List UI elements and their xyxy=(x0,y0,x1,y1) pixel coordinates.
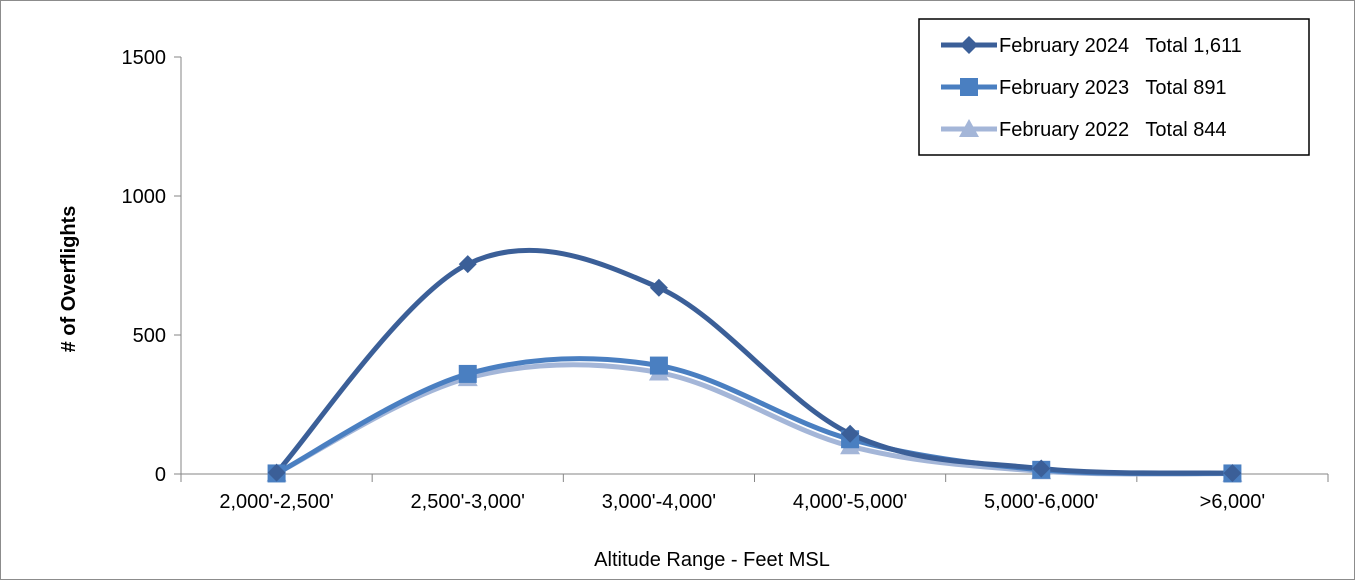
y-tick-label: 1500 xyxy=(122,47,167,69)
data-point-diamond xyxy=(841,424,860,443)
legend: February 2024 Total 1,611 February 2023 T… xyxy=(918,18,1310,156)
y-tick-label: 1000 xyxy=(122,186,167,208)
series-markers xyxy=(266,255,1243,483)
x-tick-label: >6,000' xyxy=(1200,491,1266,513)
legend-label: February 2023 Total 891 xyxy=(999,77,1227,99)
series-line-2 xyxy=(274,362,1235,477)
legend-label: February 2024 Total 1,611 xyxy=(999,35,1242,57)
data-point-diamond xyxy=(649,278,668,297)
series-line-1 xyxy=(274,356,1235,477)
y-tick-label: 0 xyxy=(155,464,166,486)
tick-labels: 0 500 1000 1500 2,000'-2,500' 2,500'-3,000' 3,… xyxy=(122,47,1266,513)
legend-label: February 2022 Total 844 xyxy=(999,119,1227,141)
series-lines xyxy=(274,247,1235,477)
x-tick-label: 4,000'-5,000' xyxy=(793,491,907,513)
y-tick-label: 500 xyxy=(133,325,166,347)
x-tick-label: 2,500'-3,000' xyxy=(411,491,525,513)
x-tick-label: 2,000'-2,500' xyxy=(219,491,333,513)
data-point-diamond xyxy=(1223,464,1242,483)
data-point-square xyxy=(458,364,477,383)
data-point-diamond xyxy=(1032,459,1051,478)
data-point-diamond xyxy=(267,463,286,482)
x-tick-label: 5,000'-6,000' xyxy=(984,491,1098,513)
data-point-square xyxy=(649,356,668,375)
y-axis-title: # of Overflights xyxy=(58,206,80,353)
legend-swatch-marker xyxy=(960,78,978,96)
x-axis-title: Altitude Range - Feet MSL xyxy=(594,549,830,571)
data-point-diamond xyxy=(458,255,477,274)
legend-swatch-marker xyxy=(960,36,978,54)
legend-swatch-marker xyxy=(959,119,979,137)
series-line-0 xyxy=(274,247,1235,476)
x-tick-label: 3,000'-4,000' xyxy=(602,491,716,513)
